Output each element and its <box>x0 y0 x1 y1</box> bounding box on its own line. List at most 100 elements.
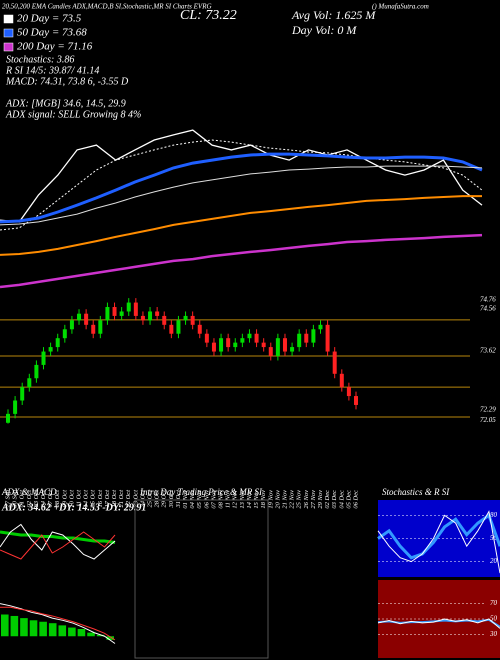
x-tick-label: 18 Nov <box>260 490 267 509</box>
source: () MunafaSutra.com <box>372 3 429 11</box>
bar <box>77 629 86 637</box>
candle-body <box>148 311 153 321</box>
series-line <box>0 523 116 560</box>
x-tick-label: 22 Nov <box>289 490 296 509</box>
candle-body <box>346 387 351 397</box>
x-tick-label: 04 Dec <box>338 490 345 509</box>
candle-body <box>240 338 245 343</box>
bar <box>58 625 67 637</box>
x-tick-label: 25 Nov <box>296 490 303 509</box>
x-tick-label: 31 Oct <box>175 490 182 509</box>
candle-body <box>140 315 145 321</box>
x-tick-label: 13 Nov <box>239 490 246 509</box>
y-tick-label: 74.56 <box>480 304 496 312</box>
y-tick-label: 20 <box>490 557 498 565</box>
candle-body <box>169 324 174 334</box>
y-tick-label: 73.62 <box>480 346 496 354</box>
candle-body <box>282 338 287 352</box>
x-tick-label: 22 Oct <box>125 490 132 508</box>
x-tick-label: 21 Nov <box>281 490 288 509</box>
candle-body <box>133 302 138 316</box>
panel-frame <box>134 499 269 659</box>
bar <box>39 621 47 637</box>
series-line <box>0 606 116 641</box>
series-line <box>0 129 483 223</box>
candle-body <box>119 311 124 316</box>
series-line <box>0 603 116 644</box>
x-tick-label: 30 Sep <box>12 489 19 508</box>
x-tick-label: 30 Oct <box>168 490 175 509</box>
candle-body <box>197 324 202 334</box>
x-tick-label: 14 Nov <box>246 490 253 509</box>
candle-body <box>105 307 110 321</box>
bar <box>106 636 114 640</box>
day-vol: Day Vol: 0 M <box>291 23 357 37</box>
candle-body <box>254 333 259 343</box>
series-line <box>0 233 483 289</box>
adx-line: ADX signal: SELL Growing 8 4% <box>5 109 141 120</box>
bar <box>1 614 9 637</box>
x-tick-label: 09 Oct <box>61 490 68 508</box>
series-line <box>0 139 483 231</box>
y-tick-label: 74.76 <box>480 296 496 304</box>
candle-body <box>268 347 273 356</box>
x-tick-label: 10 Oct <box>68 490 75 508</box>
y-tick-label: 30 <box>489 630 498 638</box>
bar <box>48 623 57 637</box>
x-tick-label: 05 Dec <box>345 490 352 509</box>
bar <box>29 620 38 637</box>
panel-title: Intra Day Trading Price & MR SI <box>139 487 263 497</box>
candle-body <box>69 320 74 330</box>
close-price: CL: 73.22 <box>180 8 237 23</box>
x-tick-label: 06 Dec <box>352 490 359 509</box>
candle-body <box>91 324 96 334</box>
candle-body <box>290 347 295 352</box>
candle-body <box>34 364 39 379</box>
x-tick-label: 02 Dec <box>324 490 331 509</box>
x-tick-label: 14 Oct <box>83 490 90 508</box>
legend-swatch <box>3 14 14 24</box>
candle-body <box>183 315 188 321</box>
series-line <box>0 152 483 224</box>
x-tick-label: 17 Oct <box>104 490 111 508</box>
series-line <box>377 618 500 629</box>
legend-label: 50 Day = 73.68 <box>17 27 87 39</box>
y-tick-label: 80 <box>490 511 498 519</box>
candle-body <box>318 324 323 330</box>
x-tick-label: 11 Oct <box>76 490 83 507</box>
y-tick-label: 72.05 <box>480 416 496 424</box>
x-tick-label: 19 Nov <box>267 490 274 509</box>
candle-body <box>77 313 82 321</box>
panel-title: ADX & MACD <box>1 487 57 497</box>
legend-label: 200 Day = 71.16 <box>17 41 93 53</box>
candle-body <box>48 347 53 352</box>
candle-body <box>226 338 231 348</box>
candle-body <box>261 342 266 348</box>
legend-swatch <box>3 42 14 52</box>
x-tick-label: 29 Oct <box>161 490 168 508</box>
x-tick-label: 01 Oct <box>19 490 26 508</box>
series-line <box>0 165 483 226</box>
x-tick-label: 08 Oct <box>54 490 61 508</box>
candle-body <box>297 333 302 348</box>
candle-body <box>354 396 358 405</box>
x-tick-label: 08 Nov <box>218 490 225 509</box>
x-tick-label: 27 Sep <box>4 489 11 507</box>
candle-body <box>219 338 224 352</box>
x-tick-label: 16 Oct <box>97 490 104 508</box>
bar <box>10 615 19 637</box>
x-tick-label: 15 Nov <box>253 490 260 509</box>
x-tick-label: 06 Nov <box>203 490 210 509</box>
x-tick-label: 18 Oct <box>111 490 118 508</box>
x-tick-label: 28 Oct <box>154 490 161 508</box>
series-line <box>0 531 116 560</box>
candle-body <box>13 400 18 414</box>
x-tick-label: 27 Nov <box>310 490 317 509</box>
candle-body <box>62 329 67 339</box>
x-tick-label: 12 Nov <box>232 490 239 509</box>
candle-body <box>162 315 167 325</box>
stat-line: R SI 14/5: 39.87/ 41.14 <box>5 65 99 76</box>
series-line <box>0 195 482 256</box>
candle-body <box>27 378 32 388</box>
